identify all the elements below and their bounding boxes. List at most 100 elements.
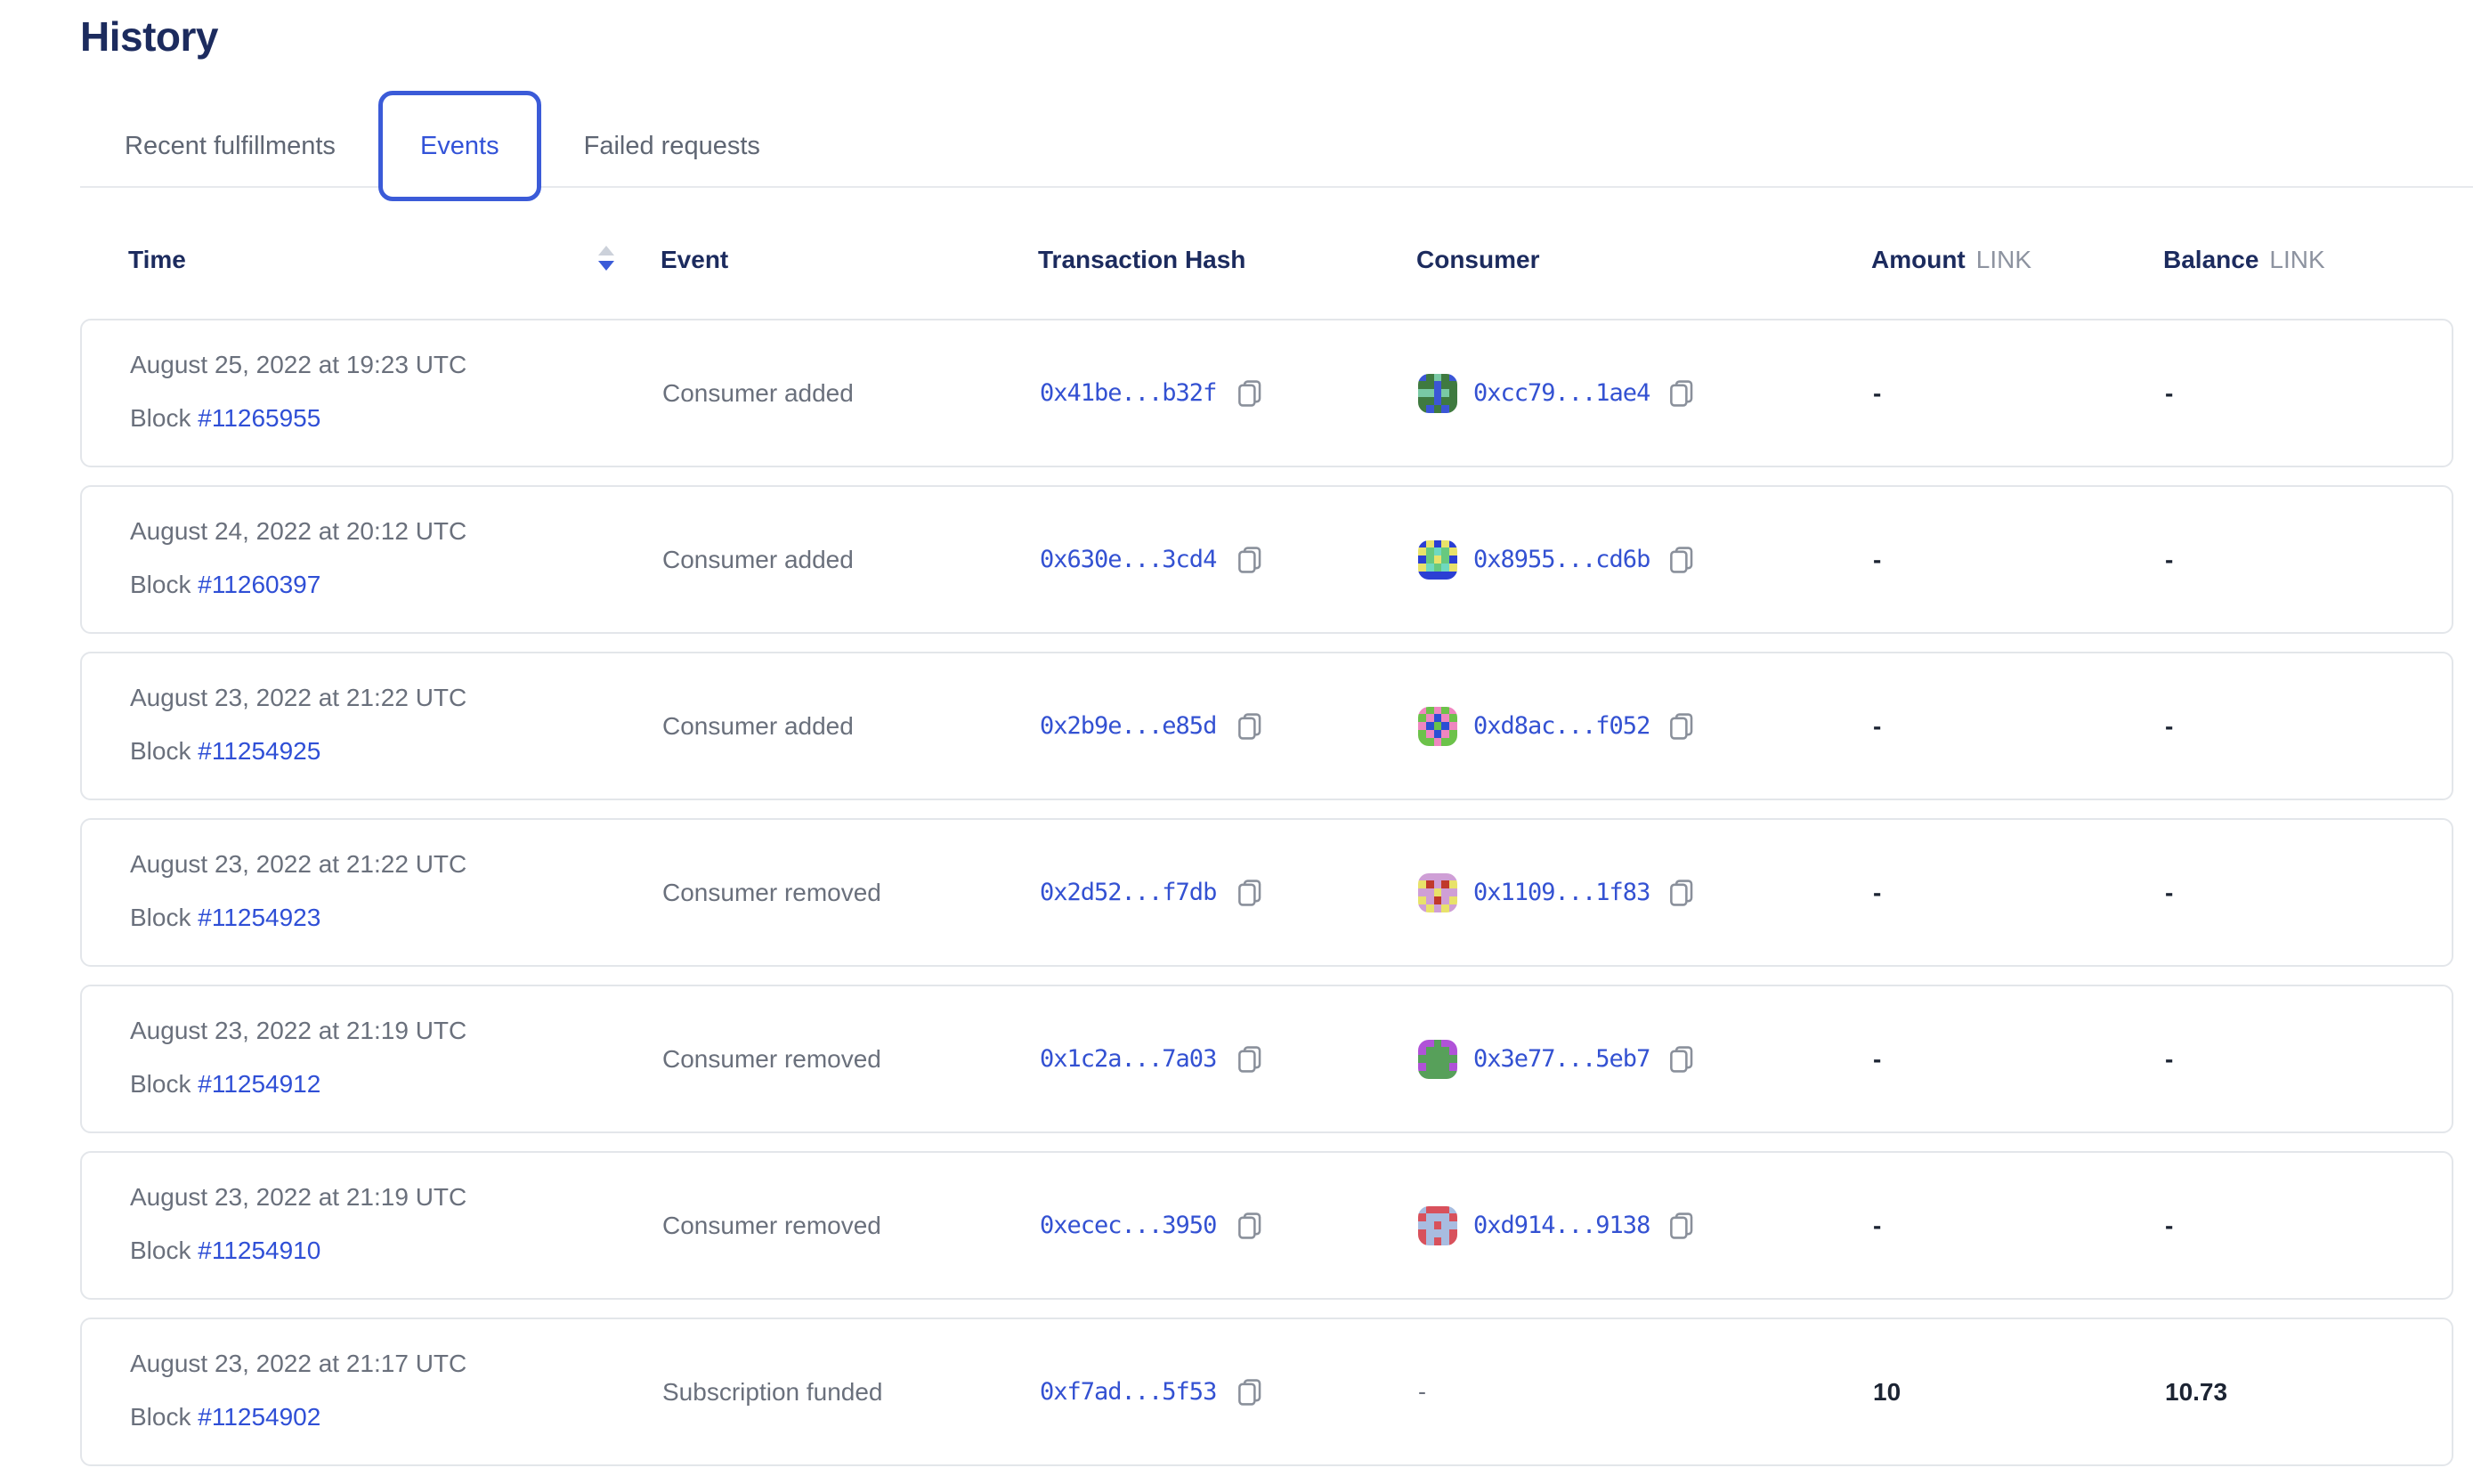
copy-icon[interactable]	[1234, 1211, 1264, 1241]
tab-recent-fulfillments[interactable]: Recent fulfillments	[125, 131, 336, 160]
consumer-identicon	[1418, 1039, 1457, 1079]
copy-icon[interactable]	[1666, 711, 1696, 742]
copy-icon[interactable]	[1234, 711, 1264, 742]
copy-icon[interactable]	[1666, 1044, 1696, 1074]
balance-unit-label: LINK	[2269, 246, 2325, 273]
row-amount: -	[1873, 378, 1882, 407]
tx-hash-link[interactable]: 0x1c2a...7a03	[1040, 1045, 1217, 1073]
tx-hash-link[interactable]: 0xf7ad...5f53	[1040, 1378, 1217, 1406]
row-date: August 24, 2022 at 20:12 UTC	[130, 517, 467, 545]
row-event: Consumer removed	[662, 1211, 881, 1239]
block-number-link[interactable]: #11260397	[198, 571, 321, 598]
row-amount: -	[1873, 1044, 1882, 1073]
tab-bar: Recent fulfillments Events Failed reques…	[80, 90, 760, 202]
copy-icon[interactable]	[1234, 378, 1264, 409]
block-number-link[interactable]: #11265955	[198, 404, 321, 432]
block-number-link[interactable]: #11254925	[198, 737, 321, 765]
block-number-link[interactable]: #11254912	[198, 1070, 321, 1098]
row-balance: -	[2165, 545, 2174, 573]
row-balance: -	[2165, 1211, 2174, 1239]
table-row: August 25, 2022 at 19:23 UTC Block #1126…	[80, 319, 2453, 467]
consumer-identicon	[1418, 1205, 1457, 1245]
sort-down-arrow-icon	[598, 261, 614, 271]
row-amount: 10	[1873, 1377, 1901, 1406]
column-header-event: Event	[661, 246, 729, 273]
row-balance: -	[2165, 711, 2174, 740]
row-date: August 23, 2022 at 21:22 UTC	[130, 684, 467, 711]
consumer-address-link[interactable]: 0x1109...1f83	[1473, 879, 1650, 906]
sort-descending-icon[interactable]	[598, 246, 614, 271]
copy-icon[interactable]	[1234, 1377, 1264, 1407]
row-balance: 10.73	[2165, 1377, 2228, 1406]
events-table: August 25, 2022 at 19:23 UTC Block #1126…	[80, 319, 2453, 1484]
consumer-cell: 0x8955...cd6b	[1418, 487, 1696, 632]
copy-icon[interactable]	[1234, 878, 1264, 908]
column-header-amount: Amount LINK	[1871, 246, 2032, 273]
amount-unit-label: LINK	[1975, 246, 2032, 273]
consumer-address-link[interactable]: 0xcc79...1ae4	[1473, 379, 1650, 407]
time-cell: August 23, 2022 at 21:17 UTC Block #1125…	[130, 1319, 466, 1464]
block-line: Block #11254902	[130, 1403, 321, 1431]
time-cell: August 23, 2022 at 21:19 UTC Block #1125…	[130, 986, 466, 1131]
block-line: Block #11254910	[130, 1237, 321, 1264]
tx-hash-link[interactable]: 0x2b9e...e85d	[1040, 712, 1217, 740]
block-number-link[interactable]: #11254923	[198, 904, 321, 931]
row-amount: -	[1873, 711, 1882, 740]
row-event: Consumer removed	[662, 878, 881, 906]
row-date: August 23, 2022 at 21:19 UTC	[130, 1183, 467, 1211]
block-line: Block #11260397	[130, 571, 321, 598]
tx-hash-link[interactable]: 0x41be...b32f	[1040, 379, 1217, 407]
time-cell: August 23, 2022 at 21:22 UTC Block #1125…	[130, 820, 466, 965]
consumer-address-link[interactable]: 0x3e77...5eb7	[1473, 1045, 1650, 1073]
row-event: Subscription funded	[662, 1377, 883, 1406]
consumer-identicon	[1418, 373, 1457, 413]
time-cell: August 25, 2022 at 19:23 UTC Block #1126…	[130, 320, 466, 466]
tab-events[interactable]: Events	[377, 91, 541, 201]
column-header-balance: Balance LINK	[2163, 246, 2325, 273]
table-row: August 23, 2022 at 21:22 UTC Block #1125…	[80, 818, 2453, 967]
column-header-consumer: Consumer	[1416, 246, 1540, 273]
table-row: August 23, 2022 at 21:17 UTC Block #1125…	[80, 1318, 2453, 1466]
row-event: Consumer added	[662, 545, 854, 573]
consumer-address-link[interactable]: 0x8955...cd6b	[1473, 546, 1650, 573]
consumer-cell: 0x3e77...5eb7	[1418, 986, 1696, 1131]
consumer-address-link[interactable]: 0xd8ac...f052	[1473, 712, 1650, 740]
time-cell: August 23, 2022 at 21:19 UTC Block #1125…	[130, 1153, 466, 1298]
consumer-cell: 0x1109...1f83	[1418, 820, 1696, 965]
row-event: Consumer added	[662, 378, 854, 407]
page-title: History	[80, 13, 218, 60]
consumer-cell: 0xcc79...1ae4	[1418, 320, 1696, 466]
copy-icon[interactable]	[1666, 545, 1696, 575]
consumer-address-link[interactable]: 0xd914...9138	[1473, 1212, 1650, 1239]
copy-icon[interactable]	[1234, 1044, 1264, 1074]
consumer-identicon	[1418, 706, 1457, 746]
tx-hash-cell: 0xf7ad...5f53	[1040, 1319, 1264, 1464]
table-row: August 23, 2022 at 21:19 UTC Block #1125…	[80, 985, 2453, 1133]
copy-icon[interactable]	[1666, 1211, 1696, 1241]
time-cell: August 24, 2022 at 20:12 UTC Block #1126…	[130, 487, 466, 632]
copy-icon[interactable]	[1666, 378, 1696, 409]
copy-icon[interactable]	[1666, 878, 1696, 908]
block-number-link[interactable]: #11254902	[198, 1403, 321, 1431]
consumer-cell: -	[1418, 1319, 1426, 1464]
row-amount: -	[1873, 545, 1882, 573]
tx-hash-cell: 0x1c2a...7a03	[1040, 986, 1264, 1131]
tab-failed-requests[interactable]: Failed requests	[583, 131, 760, 160]
row-event: Consumer added	[662, 711, 854, 740]
tx-hash-link[interactable]: 0x2d52...f7db	[1040, 879, 1217, 906]
row-balance: -	[2165, 378, 2174, 407]
tabs-divider	[80, 186, 2473, 188]
row-balance: -	[2165, 878, 2174, 906]
column-header-time[interactable]: Time	[128, 246, 186, 273]
tx-hash-link[interactable]: 0x630e...3cd4	[1040, 546, 1217, 573]
copy-icon[interactable]	[1234, 545, 1264, 575]
tx-hash-link[interactable]: 0xecec...3950	[1040, 1212, 1217, 1239]
column-header-transaction-hash: Transaction Hash	[1038, 246, 1246, 273]
row-date: August 23, 2022 at 21:17 UTC	[130, 1350, 467, 1377]
tx-hash-cell: 0x2b9e...e85d	[1040, 653, 1264, 799]
row-date: August 25, 2022 at 19:23 UTC	[130, 351, 467, 378]
block-line: Block #11265955	[130, 404, 321, 432]
consumer-cell: 0xd8ac...f052	[1418, 653, 1696, 799]
block-number-link[interactable]: #11254910	[198, 1237, 321, 1264]
table-row: August 23, 2022 at 21:19 UTC Block #1125…	[80, 1151, 2453, 1300]
